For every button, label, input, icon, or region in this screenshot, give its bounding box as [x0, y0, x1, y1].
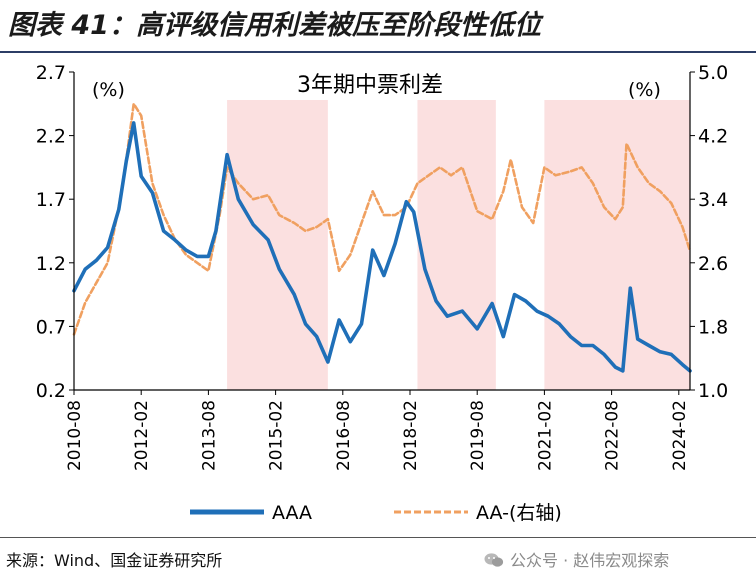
- y-left-tick-label: 0.2: [36, 380, 66, 402]
- y-right-tick-label: 4.2: [698, 126, 728, 148]
- footer-rule: [0, 537, 756, 538]
- y-right-tick-label: 5.0: [698, 62, 728, 84]
- left-axis-unit: (%): [92, 79, 125, 101]
- x-tick-label: 2021-02: [535, 400, 555, 471]
- shaded-periods: [227, 100, 690, 390]
- x-tick-label: 2010-08: [65, 400, 85, 471]
- y-left-tick-label: 1.7: [36, 189, 66, 211]
- x-tick-label: 2019-08: [468, 400, 488, 471]
- watermark-text: 公众号 · 赵伟宏观探索: [510, 551, 670, 570]
- legend: AAA AA-(右轴): [190, 502, 562, 524]
- series-line-aaa: [72, 121, 692, 373]
- wechat-icon: [484, 553, 504, 567]
- y-right-tick-label: 3.4: [698, 189, 728, 211]
- right-axis-unit: (%): [628, 79, 661, 101]
- shaded-period-2: [417, 100, 496, 390]
- shaded-period-3: [544, 100, 690, 390]
- watermark: 公众号 · 赵伟宏观探索: [484, 548, 669, 574]
- axes: 0.2 0.7 1.2 1.7 2.2 2.7 1.0 1.8 2.6 3.4 4.2 5.0 2010…: [36, 62, 728, 471]
- x-tick-label: 2013-08: [199, 400, 219, 471]
- chart-title: 3年期中票利差: [297, 73, 443, 98]
- source-note: 来源：Wind、国金证券研究所: [6, 551, 223, 570]
- shaded-period-1: [227, 100, 328, 390]
- y-left-tick-label: 2.2: [36, 126, 66, 148]
- chart: 0.2 0.7 1.2 1.7 2.2 2.7 1.0 1.8 2.6 3.4 4.2 5.0 2010…: [36, 62, 728, 524]
- x-tick-label: 2018-02: [401, 400, 421, 471]
- legend-label-aa-minus: AA-(右轴): [476, 502, 562, 524]
- figure-title: 图表 41：高评级信用利差被压至阶段性低位: [8, 10, 541, 41]
- x-tick-label: 2015-02: [267, 400, 287, 471]
- y-left-tick-label: 0.7: [36, 316, 66, 338]
- title-rule: [0, 51, 756, 53]
- y-left-tick-label: 1.2: [36, 253, 66, 275]
- y-right-tick-label: 1.0: [698, 380, 728, 402]
- x-tick-label: 2016-08: [334, 400, 354, 471]
- x-tick-label: 2012-02: [132, 400, 152, 471]
- legend-label-aaa: AAA: [272, 502, 312, 524]
- series-layer: [72, 102, 692, 373]
- x-tick-label: 2024-02: [670, 400, 690, 471]
- y-right-tick-label: 2.6: [698, 253, 728, 275]
- y-left-tick-label: 2.7: [36, 62, 66, 84]
- y-right-tick-label: 1.8: [698, 316, 728, 338]
- series-line-aa-minus: [72, 102, 692, 336]
- x-tick-label: 2022-08: [603, 400, 623, 471]
